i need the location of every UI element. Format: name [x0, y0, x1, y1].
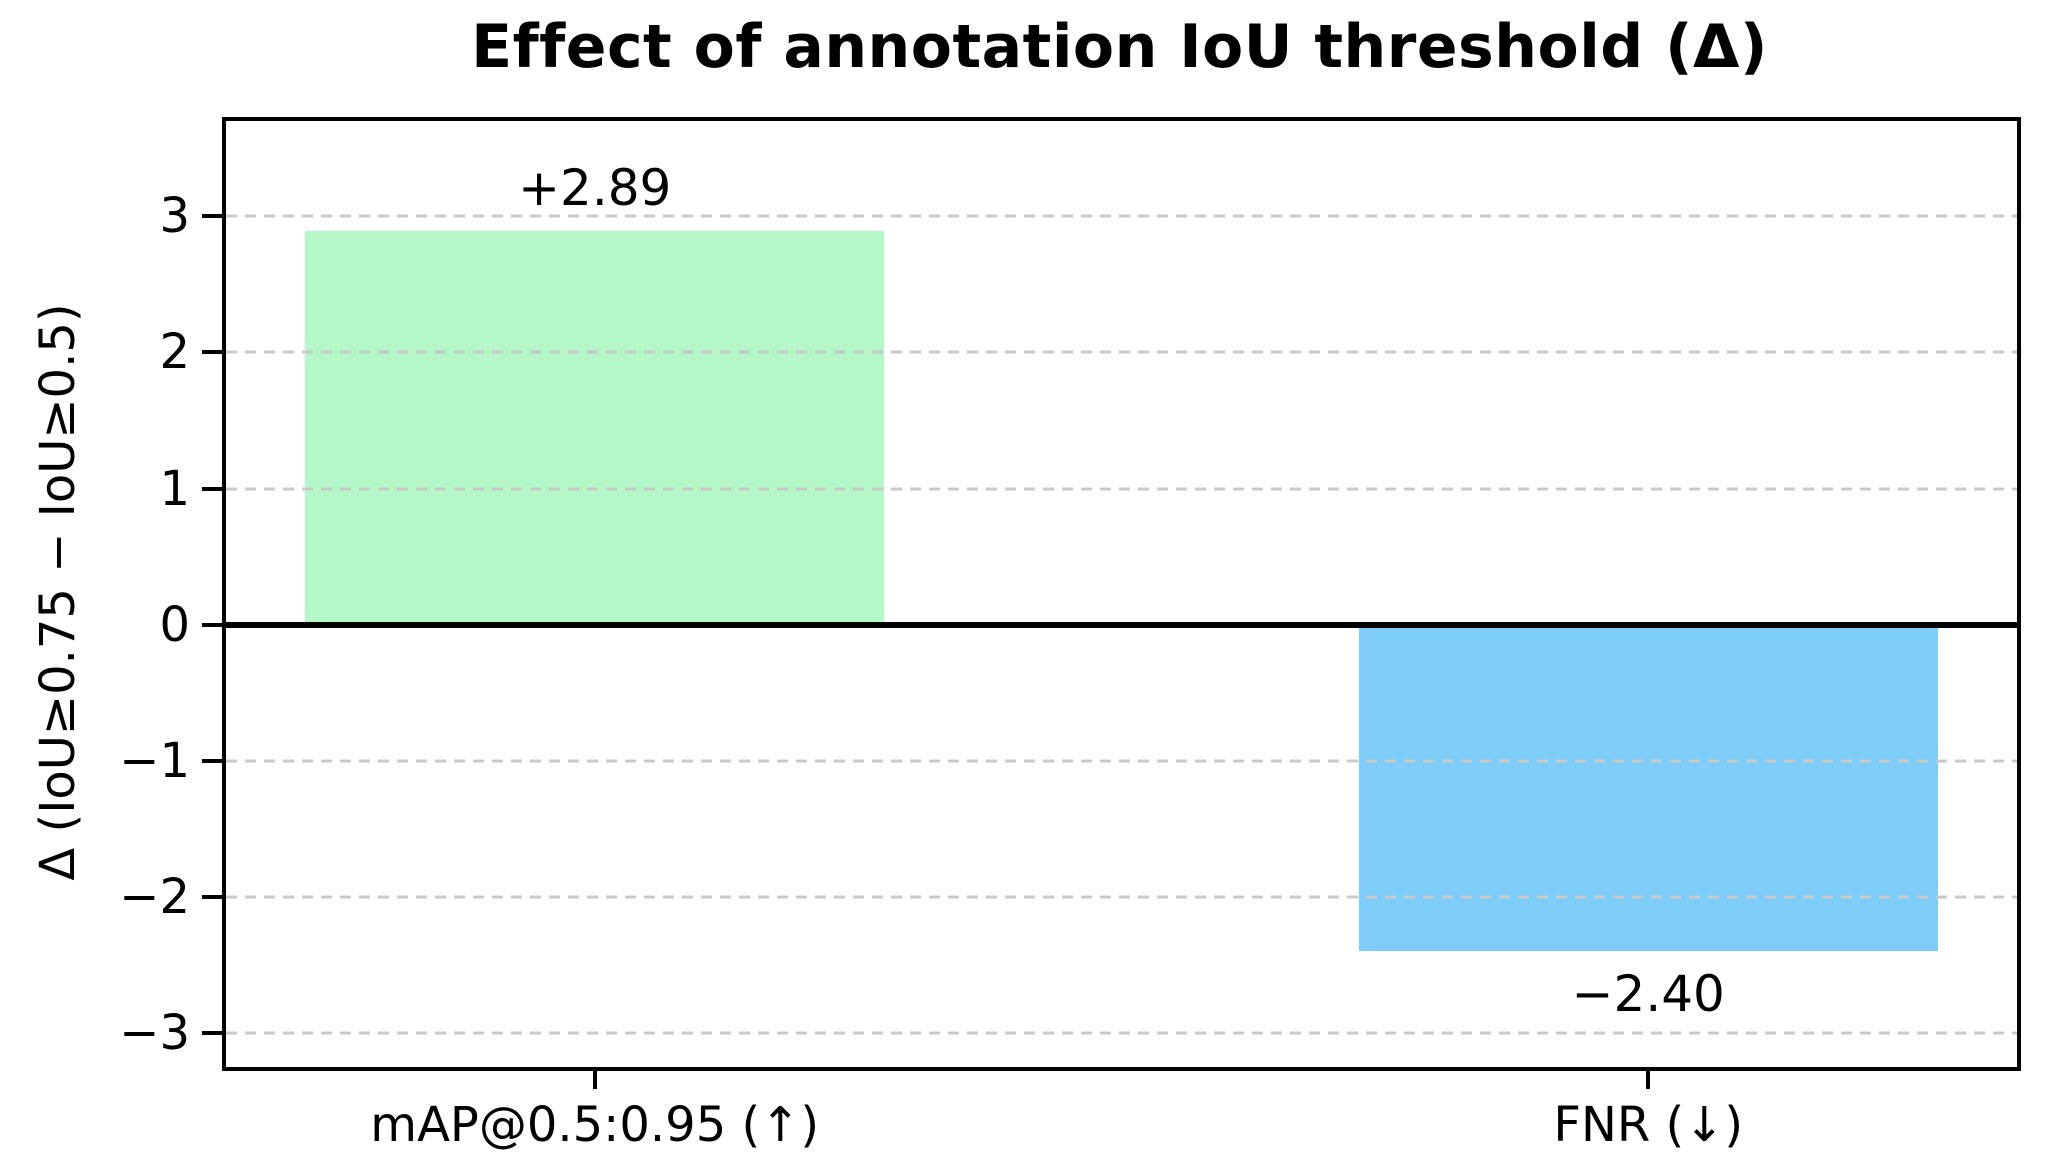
y-tick-mark	[202, 350, 222, 355]
y-tick-mark	[202, 214, 222, 219]
value-labels-layer: +2.89 −2.40	[226, 121, 2017, 1067]
y-tick-label: 1	[159, 460, 190, 517]
gridline	[226, 895, 2017, 899]
x-tick-mark	[592, 1071, 597, 1089]
y-axis-label: Δ (IoU≥0.75 − IoU≥0.5)	[30, 303, 86, 881]
plot-area: +2.89 −2.40 3 2 1 0 −1 −2 −3 mAP@0.5:0.95 (↑) FN…	[119, 117, 2021, 1153]
gridline	[226, 214, 2017, 218]
bar	[305, 231, 885, 625]
gridline	[226, 759, 2017, 763]
x-tick-mark	[1646, 1071, 1651, 1089]
y-tick-label: −2	[119, 868, 190, 925]
y-tick-label: 2	[159, 324, 190, 381]
x-axis-ticks-layer: mAP@0.5:0.95 (↑) FNR (↓)	[226, 121, 2017, 1153]
y-tick-mark	[202, 622, 222, 627]
gridline	[226, 1031, 2017, 1035]
x-tick-label: FNR (↓)	[1553, 1097, 1744, 1153]
zero-line-layer	[226, 121, 2017, 1067]
zero-line	[226, 621, 2017, 628]
y-tick-label: 0	[159, 596, 190, 653]
chart-title: Effect of annotation IoU threshold (Δ)	[471, 12, 1768, 82]
y-tick-mark	[202, 758, 222, 763]
bar-value-label: +2.89	[518, 159, 672, 218]
y-tick-mark	[202, 894, 222, 899]
bar-value-label: −2.40	[1571, 965, 1725, 1024]
y-tick-label: −1	[119, 732, 190, 789]
gridline	[226, 350, 2017, 354]
y-tick-mark	[202, 1030, 222, 1035]
y-tick-mark	[202, 486, 222, 491]
y-tick-label: 3	[159, 188, 190, 245]
x-tick-label: mAP@0.5:0.95 (↑)	[370, 1097, 820, 1153]
y-tick-label: −3	[119, 1004, 190, 1061]
bars-layer	[226, 121, 2017, 1067]
gridline	[226, 487, 2017, 490]
y-axis-ticks-layer: 3 2 1 0 −1 −2 −3	[119, 121, 2017, 1067]
